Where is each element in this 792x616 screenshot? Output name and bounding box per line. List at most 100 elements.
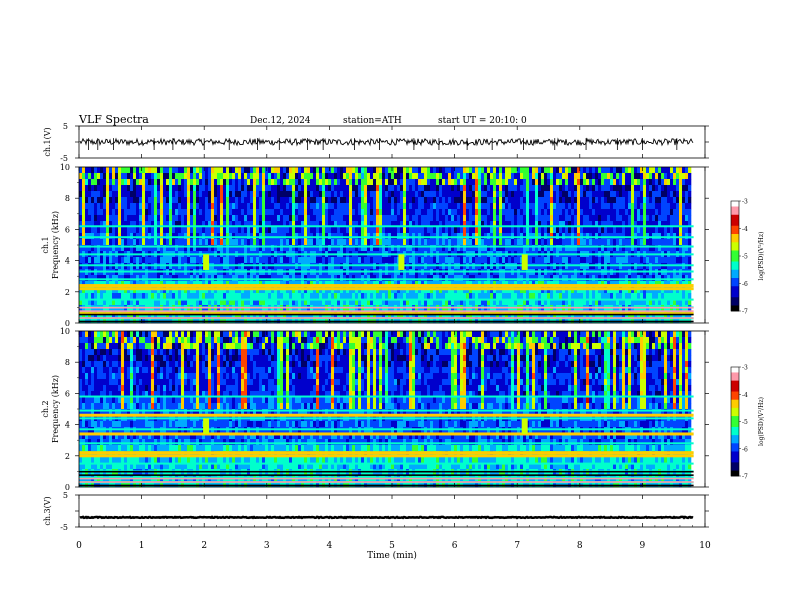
spectrogram-cell xyxy=(391,239,394,245)
spectrogram-cell xyxy=(109,257,112,263)
spectrogram-cell xyxy=(292,185,295,191)
spectrogram-cell xyxy=(304,185,307,191)
spectrogram-cell xyxy=(430,191,433,197)
spectrogram-cell xyxy=(106,197,109,203)
spectrogram-cell xyxy=(421,197,424,203)
spectrogram-cell xyxy=(343,257,346,263)
spectrogram-cell xyxy=(403,209,406,215)
spectrogram-cell xyxy=(241,227,244,233)
spectrogram-cell xyxy=(274,275,277,281)
spectrogram-cell xyxy=(472,275,475,281)
spectrogram-cell xyxy=(325,173,328,179)
spectrogram-cell xyxy=(256,167,259,173)
spectrogram-cell xyxy=(115,167,118,173)
spectrogram-cell xyxy=(88,215,91,221)
spectrogram-cell xyxy=(196,215,199,221)
spectrogram-cell xyxy=(496,209,499,215)
spectrogram-cell xyxy=(316,197,319,203)
spectrogram-cell xyxy=(250,185,253,191)
spectrogram-cell xyxy=(289,197,292,203)
spectrogram-cell xyxy=(484,233,487,239)
spectrogram-cell xyxy=(106,209,109,215)
spectrogram-cell xyxy=(283,203,286,209)
spectrogram-cell xyxy=(580,179,583,185)
spectrogram-cell xyxy=(547,185,550,191)
spectrogram-cell xyxy=(643,203,646,209)
spectrogram-cell xyxy=(478,215,481,221)
spectrogram-cell xyxy=(382,239,385,245)
spectrogram-cell xyxy=(265,179,268,185)
spectrogram-cell xyxy=(367,215,370,221)
spectrogram-cell xyxy=(199,227,202,233)
spectrogram-cell xyxy=(628,167,631,173)
spectrogram-cell xyxy=(451,203,454,209)
spectrogram-cell xyxy=(148,257,151,263)
spectrogram-cell xyxy=(346,185,349,191)
spectrogram-cell xyxy=(538,257,541,263)
spectrogram-cell xyxy=(517,197,520,203)
spectrogram-cell xyxy=(109,209,112,215)
spectrogram-cell xyxy=(145,209,148,215)
spectrogram-cell xyxy=(301,167,304,173)
spectrogram-cell xyxy=(535,179,538,185)
spectrogram-cell xyxy=(124,233,127,239)
spectrogram-cell xyxy=(313,197,316,203)
spectrogram-cell xyxy=(91,173,94,179)
spectrogram-cell xyxy=(631,179,634,185)
spectrogram-cell xyxy=(379,197,382,203)
spectrogram-cell xyxy=(388,293,391,299)
spectrogram-cell xyxy=(397,167,400,173)
spectrogram-cell xyxy=(604,179,607,185)
spectrogram-cell xyxy=(574,215,577,221)
spectrogram-cell xyxy=(490,191,493,197)
spectrogram-cell xyxy=(202,275,205,281)
spectrogram-cell xyxy=(532,185,535,191)
spectrogram-cell xyxy=(613,197,616,203)
spectrogram-cell xyxy=(412,179,415,185)
spectrogram-cell xyxy=(481,257,484,263)
spectrogram-cell xyxy=(352,197,355,203)
spectrogram-cell xyxy=(148,227,151,233)
spectrogram-cell xyxy=(394,203,397,209)
spectrogram-cell xyxy=(586,167,589,173)
spectrogram-cell xyxy=(511,275,514,281)
spectrogram-cell xyxy=(178,209,181,215)
spectrogram-cell xyxy=(616,185,619,191)
spectrogram-cell xyxy=(640,209,643,215)
spectrogram-cell xyxy=(346,179,349,185)
spectrogram-cell xyxy=(496,293,499,299)
spectrogram-cell xyxy=(202,179,205,185)
spectrogram-cell xyxy=(289,167,292,173)
spectrogram-cell xyxy=(424,203,427,209)
spectrogram-cell xyxy=(550,179,553,185)
spectrogram-cell xyxy=(430,173,433,179)
spectrogram-cell xyxy=(460,179,463,185)
spectrogram-cell xyxy=(640,197,643,203)
spectrogram-cell xyxy=(484,173,487,179)
spectrogram-cell xyxy=(277,227,280,233)
spectrogram-cell xyxy=(109,185,112,191)
spectrogram-cell xyxy=(499,191,502,197)
spectrogram-cell xyxy=(589,209,592,215)
spectrogram-cell xyxy=(181,227,184,233)
spectrogram-cell xyxy=(130,173,133,179)
spectrogram-cell xyxy=(400,275,403,281)
spectrogram-cell xyxy=(391,167,394,173)
spectrogram-cell xyxy=(394,167,397,173)
spectrogram-cell xyxy=(550,227,553,233)
spectrogram-cell xyxy=(538,239,541,245)
spectrogram-cell xyxy=(403,197,406,203)
spectrogram-cell xyxy=(580,293,583,299)
spectrogram-cell xyxy=(223,257,226,263)
spectrogram-cell xyxy=(166,209,169,215)
spectrogram-cell xyxy=(274,185,277,191)
spectrogram-cell xyxy=(166,233,169,239)
spectrogram-cell xyxy=(592,293,595,299)
spectrogram-cell xyxy=(358,209,361,215)
spectrogram-cell xyxy=(616,203,619,209)
spectrogram-cell xyxy=(319,257,322,263)
spectrogram-cell xyxy=(124,227,127,233)
spectrogram-cell xyxy=(457,179,460,185)
spectrogram-cell xyxy=(277,215,280,221)
spectrogram-cell xyxy=(307,203,310,209)
